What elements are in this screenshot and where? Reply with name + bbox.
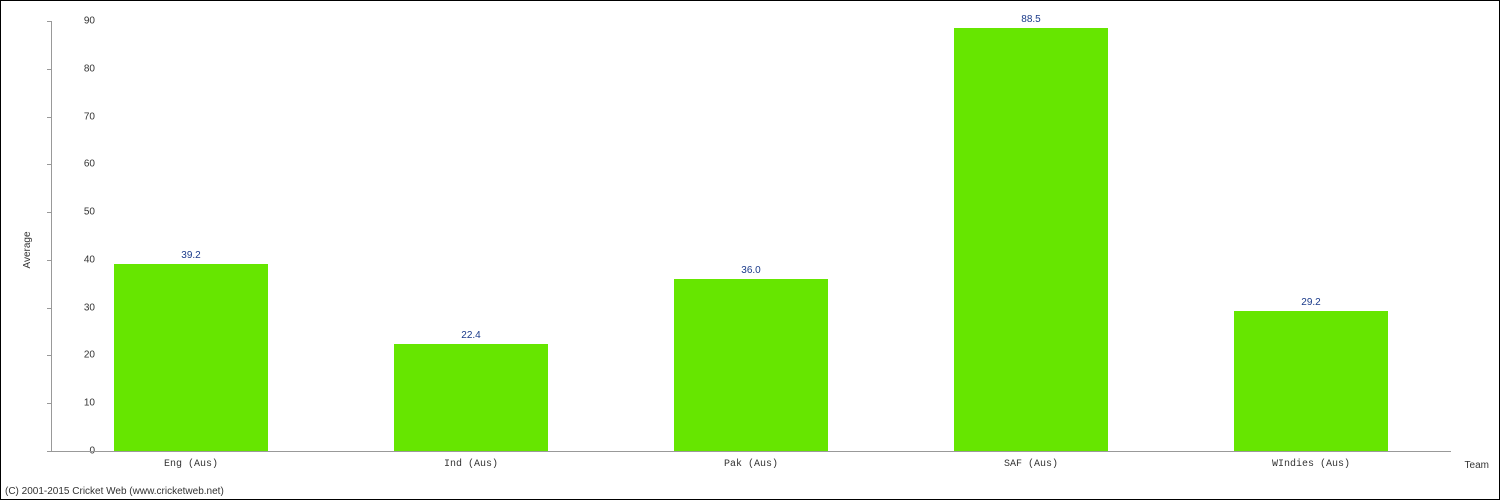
y-tick-mark [47,164,51,165]
y-tick-label: 60 [65,159,95,170]
y-tick-mark [47,260,51,261]
y-axis-line [51,21,52,451]
y-tick-label: 30 [65,302,95,313]
y-axis-label: Average [22,231,33,268]
x-axis-baseline [51,451,1451,452]
y-tick-label: 40 [65,254,95,265]
y-tick-mark [47,403,51,404]
bar [114,264,268,451]
bar-value-label: 36.0 [741,265,760,276]
y-tick-mark [47,117,51,118]
y-tick-mark [47,212,51,213]
y-tick-mark [47,69,51,70]
y-tick-label: 70 [65,111,95,122]
y-tick-label: 20 [65,350,95,361]
bar [394,344,548,451]
bar [954,28,1108,451]
bar-value-label: 29.2 [1301,297,1320,308]
chart-container: Average Team 0102030405060708090 39.222.… [0,0,1500,500]
y-tick-label: 50 [65,207,95,218]
x-tick-label: Eng (Aus) [164,459,218,470]
bar [674,279,828,451]
y-tick-mark [47,355,51,356]
x-axis-label: Team [1465,460,1489,471]
bar-value-label: 88.5 [1021,14,1040,25]
x-tick-label: Ind (Aus) [444,459,498,470]
x-tick-label: SAF (Aus) [1004,459,1058,470]
x-tick-label: Pak (Aus) [724,459,778,470]
bar [1234,311,1388,451]
y-tick-label: 80 [65,63,95,74]
copyright-text: (C) 2001-2015 Cricket Web (www.cricketwe… [5,486,224,497]
bar-value-label: 22.4 [461,330,480,341]
y-tick-label: 90 [65,16,95,27]
y-tick-mark [47,21,51,22]
y-tick-label: 10 [65,398,95,409]
y-tick-mark [47,308,51,309]
bar-value-label: 39.2 [181,250,200,261]
x-tick-label: WIndies (Aus) [1272,459,1350,470]
